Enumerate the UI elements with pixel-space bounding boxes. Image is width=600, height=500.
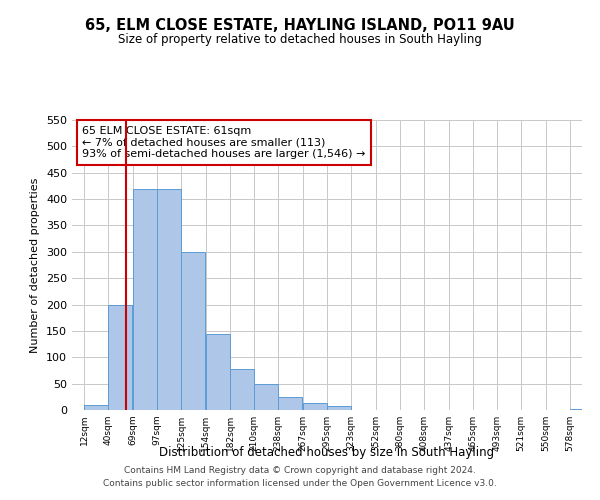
Text: 65, ELM CLOSE ESTATE, HAYLING ISLAND, PO11 9AU: 65, ELM CLOSE ESTATE, HAYLING ISLAND, PO… bbox=[85, 18, 515, 32]
Bar bbox=[278, 397, 302, 410]
Bar bbox=[181, 252, 205, 410]
Bar bbox=[133, 188, 157, 410]
Bar bbox=[157, 188, 181, 410]
Bar bbox=[327, 406, 351, 410]
Text: Contains HM Land Registry data © Crown copyright and database right 2024.
Contai: Contains HM Land Registry data © Crown c… bbox=[103, 466, 497, 487]
Bar bbox=[230, 369, 254, 410]
Text: 65 ELM CLOSE ESTATE: 61sqm
← 7% of detached houses are smaller (113)
93% of semi: 65 ELM CLOSE ESTATE: 61sqm ← 7% of detac… bbox=[82, 126, 365, 159]
Bar bbox=[84, 404, 108, 410]
Text: Distribution of detached houses by size in South Hayling: Distribution of detached houses by size … bbox=[160, 446, 494, 459]
Bar bbox=[206, 334, 230, 410]
Bar bbox=[254, 384, 278, 410]
Bar bbox=[303, 403, 327, 410]
Bar bbox=[108, 304, 132, 410]
Text: Size of property relative to detached houses in South Hayling: Size of property relative to detached ho… bbox=[118, 32, 482, 46]
Bar bbox=[570, 409, 594, 410]
Y-axis label: Number of detached properties: Number of detached properties bbox=[31, 178, 40, 352]
